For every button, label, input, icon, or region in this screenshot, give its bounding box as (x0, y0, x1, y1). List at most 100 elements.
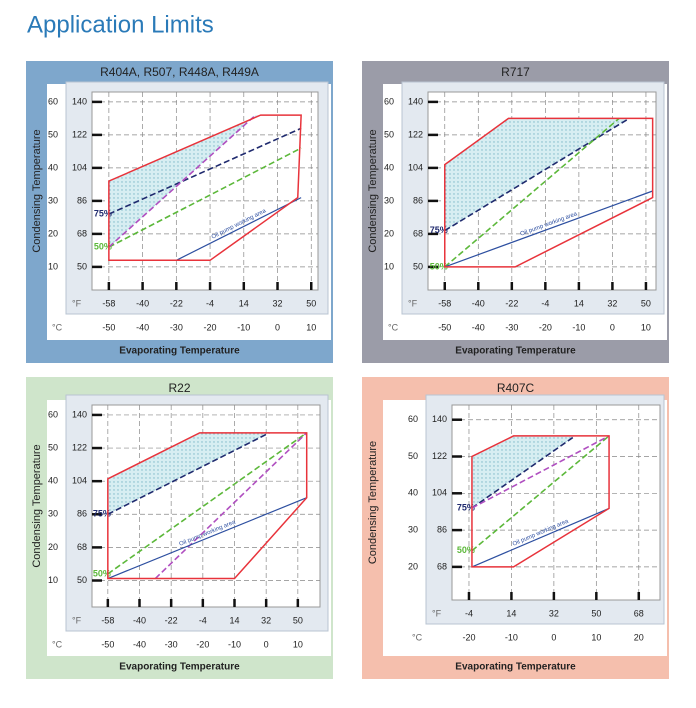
series-label: 50% (457, 545, 475, 555)
x2-tick-label: 14 (229, 615, 239, 625)
x2-tick-label: 14 (506, 608, 516, 618)
y-tick-label: 50 (48, 129, 58, 139)
x2-tick-label: -4 (465, 608, 473, 618)
y2-tick-label: 50 (77, 261, 87, 271)
x2-tick-label: 32 (273, 298, 283, 308)
x-tick-label: 20 (634, 632, 644, 642)
panel-footer (363, 656, 668, 678)
x-tick-label: -10 (237, 322, 250, 332)
x-tick-label: -30 (170, 322, 183, 332)
y2-tick-label: 140 (72, 409, 87, 419)
x-unit: °C (52, 322, 63, 332)
x2-tick-label: -4 (199, 615, 207, 625)
y-tick-label: 10 (48, 575, 58, 585)
y2-tick-label: 68 (437, 561, 447, 571)
y2-tick-label: 122 (432, 451, 447, 461)
x-tick-label: -20 (539, 322, 552, 332)
panel-header (27, 62, 332, 84)
x-tick-label: -20 (196, 639, 209, 649)
y-tick-label: 40 (48, 162, 58, 172)
series-line (108, 114, 257, 248)
x-tick-label: -40 (133, 639, 146, 649)
x2-tick-label: 32 (261, 615, 271, 625)
y-tick-label: 20 (408, 561, 418, 571)
y2-tick-label: 86 (77, 509, 87, 519)
series-label: 50% (93, 568, 111, 578)
x-tick-label: -10 (572, 322, 585, 332)
series-label: 75% (94, 208, 112, 218)
page-title: Application Limits (27, 11, 214, 38)
series-label: 75% (93, 509, 111, 519)
y-tick-label: 20 (48, 228, 58, 238)
x-axis-label: Evaporating Temperature (119, 346, 240, 357)
y-tick-label: 60 (408, 414, 418, 424)
y-tick-label: 30 (48, 509, 58, 519)
x2-unit: °F (432, 608, 442, 618)
y-tick-label: 50 (408, 451, 418, 461)
panel-left-strip (27, 400, 47, 678)
panel-left-strip (27, 84, 47, 362)
x2-tick-label: -22 (505, 298, 518, 308)
shaded-area (108, 115, 261, 248)
y2-tick-label: 122 (72, 129, 87, 139)
x-tick-label: -50 (102, 322, 115, 332)
series-line (154, 432, 308, 580)
envelope (107, 432, 308, 580)
x-tick-label: 0 (551, 632, 556, 642)
chart-title: R22 (168, 381, 190, 395)
y2-tick-label: 104 (72, 162, 87, 172)
x2-tick-label: -40 (133, 615, 146, 625)
y-tick-label: 50 (384, 129, 394, 139)
series-label: 50% (94, 241, 112, 251)
y-axis-label: Condensing Temperature (367, 441, 379, 564)
x2-tick-label: 68 (634, 608, 644, 618)
x2-tick-label: -22 (165, 615, 178, 625)
y-tick-label: 10 (384, 261, 394, 271)
y2-tick-label: 104 (408, 162, 423, 172)
panel-footer (363, 340, 668, 362)
y2-tick-label: 104 (432, 488, 447, 498)
y-tick-label: 30 (48, 195, 58, 205)
series-line (107, 432, 270, 515)
y2-tick-label: 122 (72, 442, 87, 452)
series-line (108, 147, 302, 248)
x2-tick-label: -4 (206, 298, 214, 308)
x2-tick-label: 14 (574, 298, 584, 308)
series-line (444, 190, 653, 268)
x-tick-label: -30 (505, 322, 518, 332)
series-line (471, 507, 610, 568)
x-tick-label: 0 (610, 322, 615, 332)
chart-title: R717 (501, 65, 530, 79)
y-tick-label: 30 (384, 195, 394, 205)
y2-tick-label: 86 (413, 195, 423, 205)
x2-tick-label: -4 (541, 298, 549, 308)
series-line (471, 435, 610, 552)
x2-tick-label: -58 (101, 615, 114, 625)
x2-tick-label: -40 (136, 298, 149, 308)
envelope (108, 114, 302, 262)
envelope (471, 435, 610, 568)
x2-unit: °F (72, 298, 82, 308)
series-label: 75% (430, 225, 448, 235)
x-tick-label: -20 (462, 632, 475, 642)
x-tick-label: 0 (264, 639, 269, 649)
x2-tick-label: 32 (549, 608, 559, 618)
x2-tick-label: -58 (438, 298, 451, 308)
y2-tick-label: 68 (77, 228, 87, 238)
chart-title: R407C (497, 381, 535, 395)
x2-tick-label: 50 (591, 608, 601, 618)
x2-tick-label: 14 (239, 298, 249, 308)
y-tick-label: 20 (384, 228, 394, 238)
x-unit: °C (388, 322, 399, 332)
x2-tick-label: 50 (306, 298, 316, 308)
x-axis-label: Evaporating Temperature (455, 662, 576, 673)
envelope (444, 117, 654, 268)
series-line (471, 435, 576, 509)
y2-tick-label: 50 (413, 261, 423, 271)
y2-tick-label: 68 (77, 542, 87, 552)
y-axis-label: Condensing Temperature (31, 444, 43, 567)
y-tick-label: 60 (48, 96, 58, 106)
series-line (176, 197, 302, 261)
series-line (444, 117, 620, 268)
